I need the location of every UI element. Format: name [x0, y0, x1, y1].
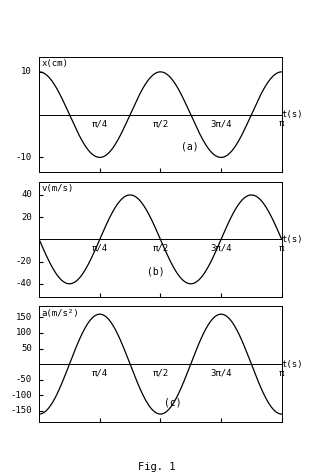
Text: π: π — [279, 244, 285, 253]
Text: π/2: π/2 — [152, 244, 168, 253]
Text: π: π — [279, 119, 285, 128]
Text: -100: -100 — [10, 391, 32, 400]
Text: 100: 100 — [16, 328, 32, 337]
Text: 150: 150 — [16, 313, 32, 322]
Text: 50: 50 — [21, 344, 32, 353]
Text: 40: 40 — [21, 191, 32, 200]
Text: (b): (b) — [147, 266, 164, 276]
Text: (a): (a) — [181, 142, 198, 152]
Text: 3π/4: 3π/4 — [210, 119, 232, 128]
Text: t(s): t(s) — [282, 235, 303, 244]
Text: t(s): t(s) — [282, 110, 303, 119]
Text: 3π/4: 3π/4 — [210, 369, 232, 378]
Text: -50: -50 — [16, 375, 32, 384]
Text: π/2: π/2 — [152, 369, 168, 378]
Text: -10: -10 — [16, 153, 32, 162]
Text: (c): (c) — [164, 398, 181, 408]
Text: 10: 10 — [21, 67, 32, 76]
Text: π/4: π/4 — [92, 369, 108, 378]
Text: 3π/4: 3π/4 — [210, 244, 232, 253]
Text: x(cm): x(cm) — [42, 59, 69, 68]
Text: v(m/s): v(m/s) — [42, 184, 74, 193]
Text: 20: 20 — [21, 213, 32, 222]
Text: -20: -20 — [16, 257, 32, 266]
Text: π: π — [279, 369, 285, 378]
Text: t(s): t(s) — [282, 360, 303, 369]
Text: π/4: π/4 — [92, 244, 108, 253]
Text: π/2: π/2 — [152, 119, 168, 128]
Text: Fig. 1: Fig. 1 — [138, 462, 175, 472]
Text: a(m/s²): a(m/s²) — [42, 309, 79, 318]
Text: -40: -40 — [16, 279, 32, 288]
Text: π/4: π/4 — [92, 119, 108, 128]
Text: -150: -150 — [10, 406, 32, 415]
